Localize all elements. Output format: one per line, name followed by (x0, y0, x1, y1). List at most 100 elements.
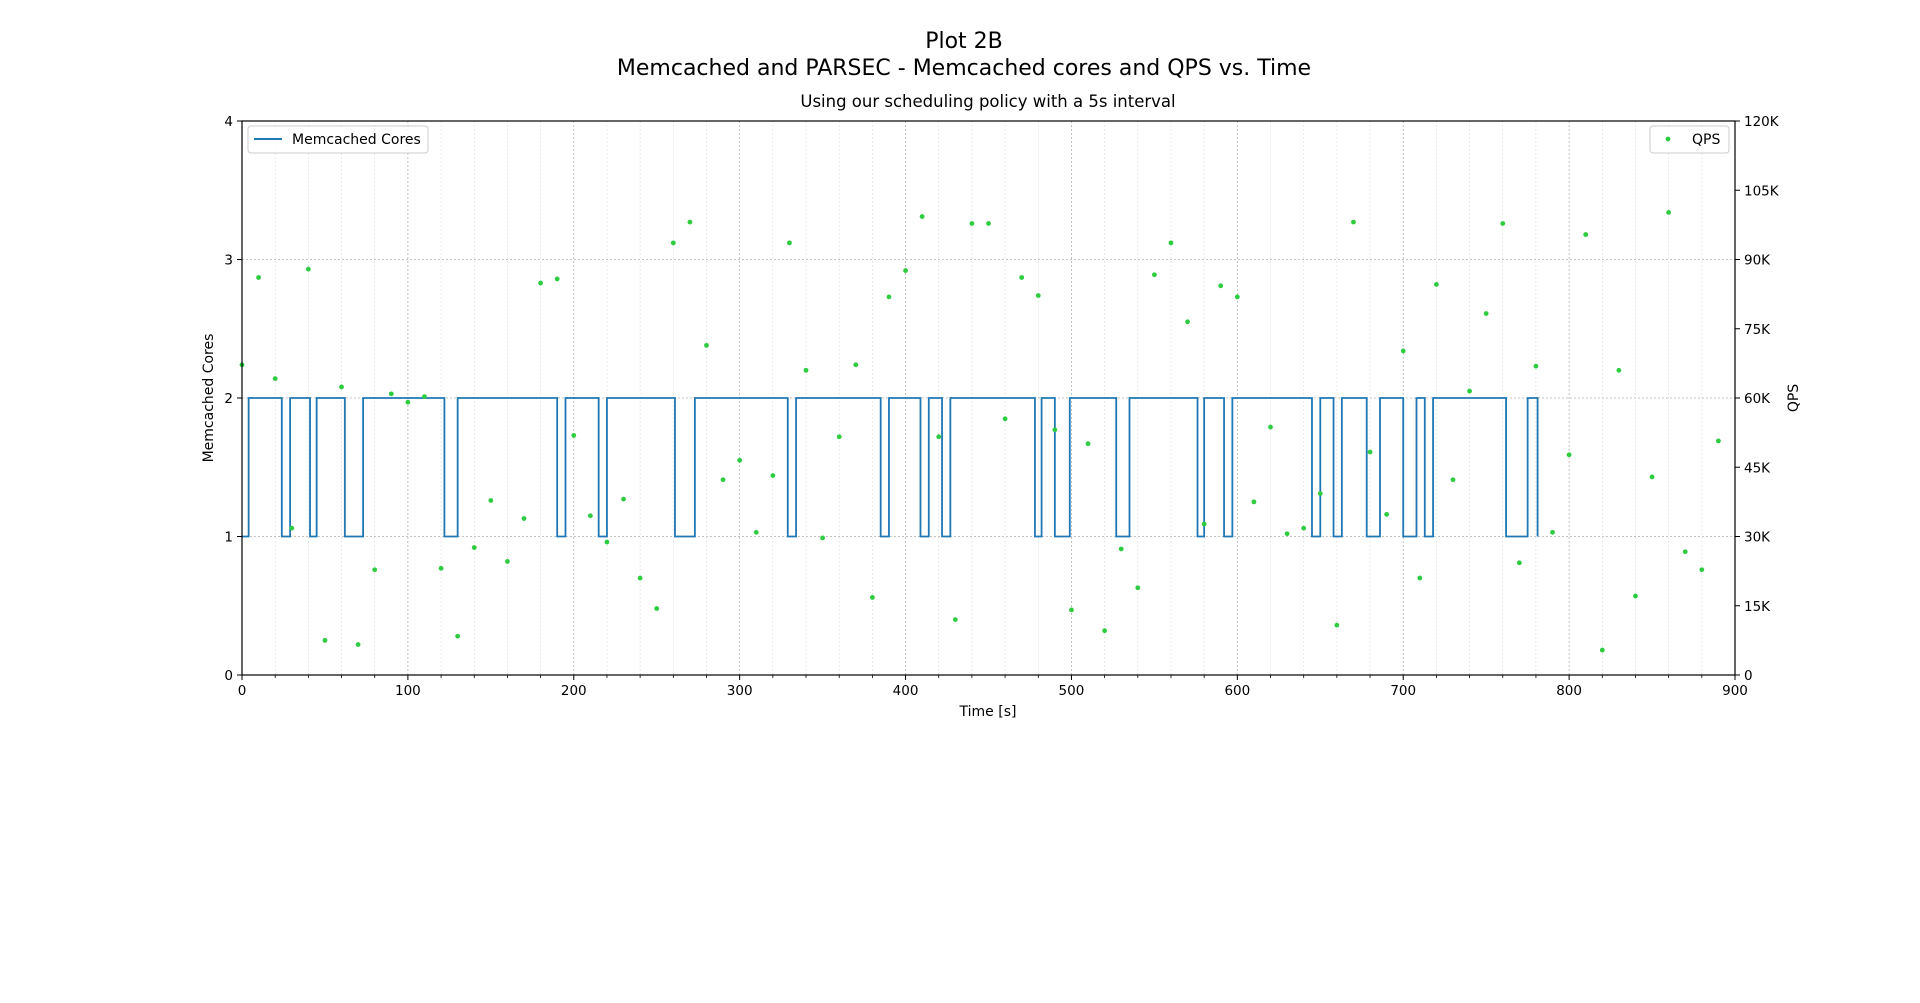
qps-point (272, 376, 278, 382)
qps-point (538, 280, 543, 286)
x-axis-ticks: 0 100 200 300 400 500 600 700 800 900 (238, 675, 1748, 699)
qps-point (289, 525, 295, 531)
y-left-tick-label: 4 (224, 114, 233, 130)
chart-title: Plot 2B (925, 29, 1003, 54)
qps-point (1434, 282, 1439, 287)
qps-point (604, 539, 610, 545)
qps-point (1168, 240, 1174, 246)
qps-point (1135, 585, 1141, 591)
qps-point (1234, 294, 1240, 300)
y-right-tick-label: 120K (1744, 114, 1780, 130)
legend-qps-label: QPS (1692, 132, 1720, 148)
x-tick-label: 200 (561, 683, 587, 699)
qps-point (720, 477, 726, 483)
qps-point (1317, 491, 1323, 496)
qps-point (1417, 575, 1423, 581)
qps-point (1599, 647, 1605, 653)
qps-point (1716, 438, 1721, 444)
qps-point (836, 434, 842, 440)
qps-point (919, 214, 925, 219)
y-right-tick-label: 30K (1744, 530, 1771, 546)
y-right-tick-label: 90K (1744, 253, 1771, 269)
qps-point (587, 513, 593, 519)
qps-point (554, 276, 560, 282)
qps-point (339, 384, 344, 390)
qps-point (770, 473, 776, 478)
qps-point (388, 391, 394, 397)
qps-point (1201, 521, 1207, 527)
qps-point (737, 457, 743, 463)
qps-point (1185, 319, 1190, 325)
qps-point (704, 342, 709, 348)
legend-cores: Memcached Cores (247, 125, 429, 154)
qps-point (1251, 499, 1257, 505)
qps-point (670, 240, 676, 246)
plot-title: Using our scheduling policy with a 5s in… (800, 92, 1175, 111)
legend-qps-box (1649, 125, 1730, 154)
qps-point (1467, 388, 1472, 394)
qps-point (422, 394, 427, 400)
qps-point (1516, 560, 1522, 566)
qps-point (1682, 549, 1688, 555)
qps-point (256, 275, 261, 280)
qps-point (1533, 363, 1539, 369)
qps-point (1649, 474, 1655, 480)
y-right-tick-label: 105K (1744, 183, 1780, 199)
qps-series (239, 210, 1721, 653)
y-left-tick-label: 3 (224, 253, 233, 269)
y-left-tick-label: 1 (224, 530, 233, 546)
qps-point (1002, 416, 1008, 422)
qps-point (886, 294, 892, 300)
cores-series (242, 397, 1539, 538)
qps-point (1616, 367, 1622, 373)
qps-point (1069, 607, 1074, 613)
chart-subtitle: Memcached and PARSEC - Memcached cores a… (617, 56, 1311, 81)
qps-point (1268, 424, 1273, 430)
y-left-tick-label: 0 (224, 668, 233, 684)
qps-point (1633, 593, 1638, 599)
qps-point (1118, 546, 1124, 552)
x-tick-label: 0 (238, 683, 247, 699)
qps-point (637, 575, 643, 581)
x-axis-label: Time [s] (959, 704, 1017, 720)
qps-point (787, 240, 792, 246)
qps-point (1284, 531, 1290, 537)
x-tick-label: 300 (727, 683, 753, 699)
qps-point (820, 535, 826, 541)
qps-point (1351, 219, 1356, 225)
x-tick-label: 700 (1390, 683, 1416, 699)
qps-point (1019, 275, 1025, 280)
qps-point (1151, 272, 1157, 278)
qps-point (405, 399, 411, 405)
legend-qps-marker (1665, 136, 1671, 142)
qps-point (322, 637, 328, 643)
qps-point (1384, 511, 1390, 517)
qps-point (621, 496, 626, 502)
qps-point (687, 219, 693, 225)
qps-point (803, 367, 809, 373)
y-left-axis-label: Memcached Cores (201, 334, 217, 463)
y-right-tick-label: 45K (1744, 460, 1771, 476)
qps-point (1483, 311, 1489, 316)
qps-point (1583, 232, 1589, 237)
x-tick-label: 400 (893, 683, 919, 699)
qps-point (455, 633, 461, 639)
qps-point (1367, 449, 1373, 455)
x-tick-label: 500 (1059, 683, 1085, 699)
x-tick-label: 600 (1224, 683, 1250, 699)
y-right-axis-ticks: 0 15K 30K 45K 60K 75K 90K 105K 120K (1735, 114, 1780, 684)
y-left-tick-label: 2 (224, 391, 233, 407)
qps-point (1334, 622, 1340, 628)
qps-point (1566, 452, 1572, 458)
qps-point (521, 516, 527, 521)
qps-point (1102, 628, 1108, 634)
qps-point (903, 268, 908, 273)
legend-cores-box (247, 125, 429, 154)
x-tick-label: 100 (395, 683, 421, 699)
qps-point (488, 498, 494, 503)
y-right-axis-label: QPS (1786, 384, 1802, 412)
legend-cores-label: Memcached Cores (292, 132, 421, 148)
x-tick-label: 900 (1722, 683, 1748, 699)
cores-step-line (242, 397, 1539, 538)
